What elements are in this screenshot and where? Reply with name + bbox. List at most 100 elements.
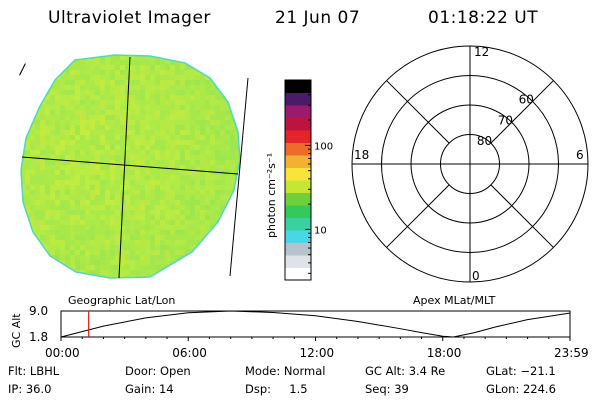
colorbar-frame: [284, 79, 312, 281]
globe-pixel: [21, 210, 25, 215]
globe-pixel: [185, 55, 190, 60]
globe-pixel: [35, 245, 40, 250]
colorbar-block: [285, 180, 311, 193]
globe-pixel: [45, 75, 50, 80]
globe-pixel: [155, 50, 160, 55]
globe-pixel: [15, 90, 20, 95]
geographic-label: Geographic Lat/Lon: [68, 294, 176, 307]
globe-pixel: [21, 220, 25, 225]
globe-pixel: [130, 280, 135, 285]
globe-pixel: [15, 150, 20, 155]
globe-pixel: [21, 130, 25, 135]
globe-pixel: [95, 280, 100, 285]
globe-pixel: [60, 60, 65, 65]
globe-pixel: [190, 265, 195, 270]
geo-lon-line-east: [229, 77, 249, 277]
globe-pixel: [190, 260, 195, 265]
globe-pixel: [30, 250, 35, 255]
globe-pixel: [70, 50, 75, 55]
globe-pixel: [15, 200, 20, 205]
globe-pixel: [220, 230, 225, 235]
altitude-xtick-label: 06:00: [172, 346, 207, 360]
globe-pixel: [185, 260, 190, 265]
gain-info: Gain: 14: [125, 382, 174, 396]
globe-pixel: [225, 65, 230, 70]
globe-pixel: [21, 250, 25, 255]
globe-pixel: [150, 50, 155, 55]
globe-pixel: [25, 100, 30, 105]
globe-pixel: [115, 280, 120, 285]
globe-pixel: [225, 265, 230, 270]
globe-pixel: [15, 245, 20, 250]
apex-label: Apex MLat/MLT: [413, 294, 496, 307]
globe-pixel: [50, 270, 55, 275]
globe-pixel: [185, 265, 190, 270]
globe-pixel: [50, 50, 55, 55]
globe-pixel: [205, 250, 210, 255]
glon-info: GLon: 224.6: [486, 382, 556, 396]
globe-pixel: [35, 60, 40, 65]
mlt-label: 12: [474, 45, 489, 59]
globe-pixel: [25, 265, 30, 270]
globe-pixel: [35, 95, 40, 100]
glat-info: GLat: −21.1: [486, 364, 556, 378]
globe-pixel: [195, 60, 200, 65]
globe-pixel: [230, 210, 235, 215]
globe-pixel: [210, 240, 215, 245]
colorbar-block: [285, 117, 311, 131]
globe-pixel: [15, 240, 20, 245]
globe-pixel: [21, 255, 25, 260]
globe-pixel: [190, 60, 195, 65]
globe-pixel: [35, 100, 40, 105]
globe-pixel: [15, 155, 20, 160]
globe-pixel: [105, 280, 110, 285]
altitude-ytick-label: 1.8: [29, 330, 48, 344]
globe-pixel: [75, 280, 80, 285]
globe-pixel: [235, 60, 240, 65]
globe-pixel: [55, 265, 60, 270]
globe-pixel: [240, 60, 245, 65]
globe-pixel: [200, 270, 205, 275]
altitude-ytick-label: 9.0: [29, 304, 48, 318]
colorbar-block: [285, 167, 311, 181]
globe-pixel: [15, 175, 20, 180]
globe-pixel: [25, 75, 30, 80]
globe-pixel: [210, 270, 215, 275]
globe-pixel: [225, 85, 230, 90]
colorbar-block: [285, 255, 311, 268]
globe-pixel: [25, 120, 30, 125]
orbit-altitude-curve: [60, 310, 570, 338]
globe-pixel: [235, 95, 240, 100]
globe-pixel: [165, 275, 170, 278]
globe-pixel: [30, 95, 35, 100]
globe-pixel: [230, 255, 235, 260]
globe-pixel: [25, 270, 30, 275]
globe-pixel: [215, 245, 220, 250]
globe-pixel: [30, 110, 35, 115]
globe-pixel: [240, 240, 245, 245]
globe-pixel: [200, 60, 205, 65]
globe-pixel: [230, 75, 235, 80]
globe-pixel: [195, 265, 200, 270]
globe-pixel: [115, 50, 120, 55]
globe-pixel: [55, 270, 60, 275]
globe-pixel: [15, 185, 20, 190]
colorbar: 100 10 photon cm⁻²s⁻¹: [265, 79, 333, 281]
globe-pixel: [70, 280, 75, 285]
globe-pixel: [230, 60, 235, 65]
globe-pixel: [35, 250, 40, 255]
globe-pixel: [30, 65, 35, 70]
globe-pixel: [180, 275, 185, 278]
polar-spokes: [352, 46, 588, 282]
globe-pixel: [25, 50, 30, 55]
globe-pixel: [15, 260, 20, 265]
globe-pixel: [25, 60, 30, 65]
globe-pixel: [75, 275, 80, 278]
globe-pixel: [25, 95, 30, 100]
globe-pixel: [240, 90, 245, 95]
globe-pixel: [190, 280, 195, 285]
globe-pixel: [45, 80, 50, 85]
globe-pixel: [240, 255, 245, 260]
globe-pixel: [30, 60, 35, 65]
globe-pixel: [185, 280, 190, 285]
